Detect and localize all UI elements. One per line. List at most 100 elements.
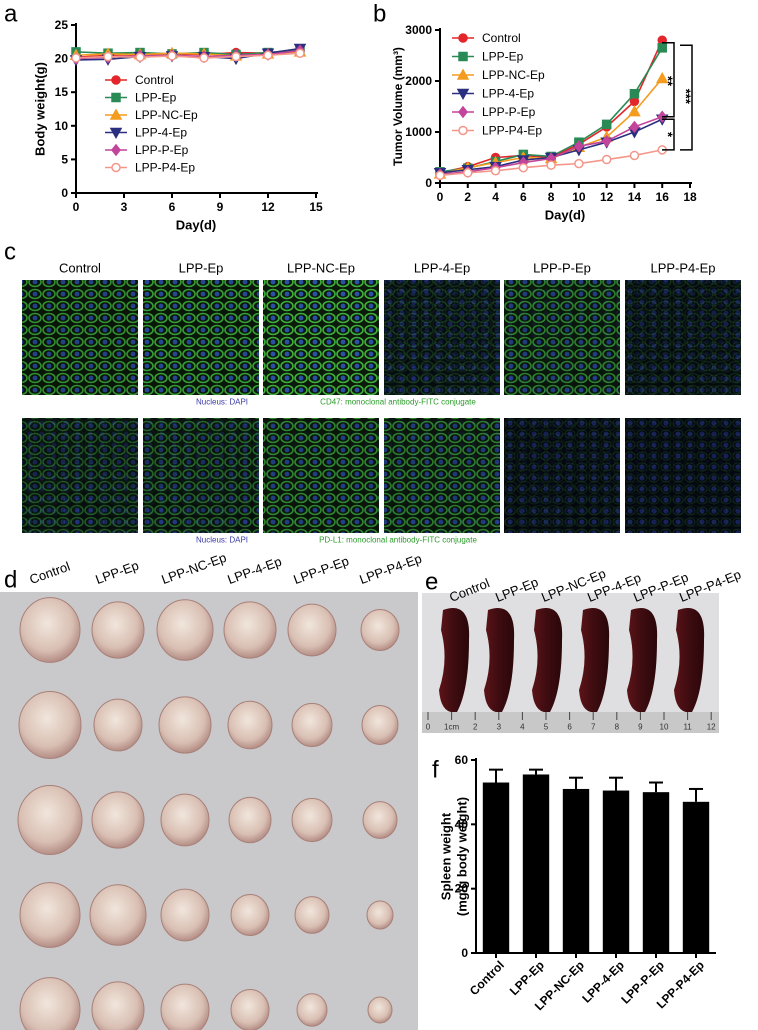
ruler-label: 7 [591,723,596,732]
spleen [439,608,470,713]
legend-label: LPP-P4-Ep [135,161,195,175]
micrograph-overlay [263,418,379,533]
ruler-label: 10 [660,723,669,732]
photo-label: Control [27,559,72,587]
y-axis-label: Tumor Volume (mm³) [391,47,405,166]
tumor [160,983,210,1030]
marker [111,143,121,157]
legend-label: LPP-Ep [135,91,177,105]
ruler-label: 3 [497,723,502,732]
ruler-label: 12 [707,723,716,732]
tumor [361,705,399,745]
column-label: Control [59,261,101,276]
micrograph-shade [625,280,741,395]
photo-label: LPP-4-Ep [225,554,283,587]
y-tick-label: 10 [55,119,69,133]
marker [109,127,123,140]
y-tick-label: 20 [455,882,469,896]
x-tick-label: 8 [548,190,555,204]
y-tick-label: 0 [461,946,468,960]
tumor [19,977,81,1030]
marker [109,108,123,120]
tumor [93,698,143,752]
marker [655,71,669,84]
x-axis-label: Day(d) [176,218,216,233]
tumor [160,888,210,942]
ruler-label: 1cm [444,723,459,732]
micrograph-overlay [143,418,259,533]
legend-label: LPP-Ep [482,50,524,64]
column-label: LPP-4-Ep [414,261,470,276]
tumor [291,702,333,748]
marker [629,89,640,99]
micrograph-overlay [504,418,620,533]
marker [263,50,273,60]
tumor [156,599,214,661]
tumor [296,993,328,1027]
significance: ** [661,76,676,87]
y-tick-label: 15 [55,85,69,99]
ruler-label: 11 [683,723,692,732]
micrograph-overlay [625,280,741,395]
tumor [19,597,81,663]
marker [458,33,468,43]
panel-letter: d [4,567,17,594]
legend-label: LPP-4-Ep [482,87,534,101]
marker [231,51,241,62]
x-tick-label: 4 [492,190,499,204]
x-tick-label: 6 [169,200,176,214]
marker [435,170,445,181]
legend-label: LPP-NC-Ep [135,108,198,122]
column-label: LPP-P-Ep [533,261,591,276]
spleen [627,608,658,713]
photo-label: LPP-Ep [93,558,140,587]
y-tick-label: 3000 [405,23,432,37]
marker [295,48,305,58]
legend-label: LPP-NC-Ep [482,68,545,82]
ruler-label: 6 [567,723,572,732]
column-label: LPP-Ep [179,261,224,276]
panel-letter: e [425,569,438,596]
x-tick-label: 3 [121,200,128,214]
marker [601,119,612,130]
marker [629,120,640,134]
photo-label: LPP-NC-Ep [159,550,228,587]
micrograph-shade [22,418,138,533]
x-tick-label: 14 [628,190,642,204]
ruler-label: 8 [615,723,620,732]
marker [518,162,529,173]
marker [71,53,81,63]
tumor [160,793,210,847]
significance: *** [679,89,694,105]
stain-caption: Nucleus: DAPI [196,398,248,407]
tumor [228,796,272,844]
micrograph-shade [263,418,379,533]
ruler-label: 5 [544,723,549,732]
bar [482,782,510,953]
y-tick-label: 1000 [405,125,432,139]
bar [602,790,630,953]
marker [167,51,177,61]
spleen [579,608,610,713]
y-axis-label: (mg/g body weight) [455,797,470,916]
marker [574,158,584,169]
tumor [91,601,145,659]
panel-letter: c [4,239,16,266]
y-axis-label: Body weight(g) [33,62,48,156]
marker [456,68,470,80]
x-tick-label: 10 [572,190,586,204]
x-tick-label: LPP-Ep [507,958,547,998]
y-tick-label: 60 [455,753,469,767]
tumor [223,601,277,659]
micrograph-shade [143,418,259,533]
bracket [680,44,693,151]
spleen [484,608,515,713]
x-tick-label: 0 [73,200,80,214]
column-label: LPP-P4-Ep [650,261,715,276]
tumor [287,603,337,657]
y-axis-label: Spleen weight [439,812,454,900]
marker [458,105,468,119]
x-tick-label: 0 [437,190,444,204]
photo [422,593,719,733]
stain-caption: Nucleus: DAPI [196,536,248,545]
